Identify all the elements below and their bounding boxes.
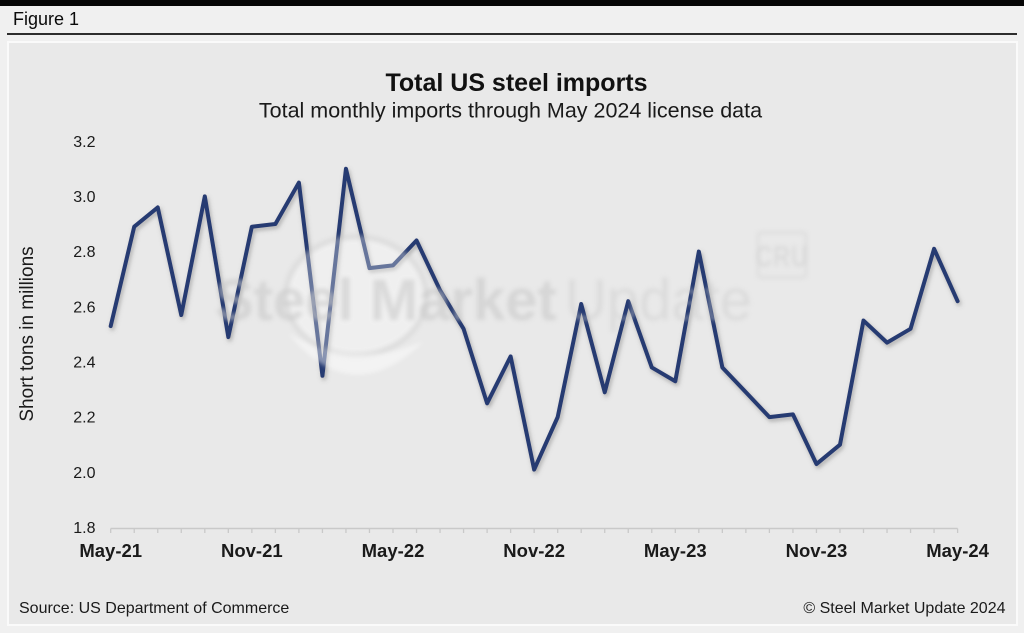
watermark-brand-light: Update — [565, 268, 752, 333]
source-note: Source: US Department of Commerce — [19, 600, 289, 617]
y-tick-label: 2.4 — [73, 355, 95, 372]
x-tick-label: May-21 — [79, 540, 142, 561]
y-axis-tick-labels: 1.8 2.0 2.2 2.4 2.6 2.8 3.0 3.2 — [73, 134, 95, 537]
x-tick-label: Nov-22 — [503, 540, 565, 561]
x-tick-label: Nov-21 — [221, 540, 283, 561]
chart-subtitle: Total monthly imports through May 2024 l… — [259, 99, 762, 123]
y-tick-label: 1.8 — [73, 520, 95, 537]
figure-label: Figure 1 — [13, 8, 80, 29]
header-rule — [7, 32, 1017, 35]
imports-series-line — [108, 166, 960, 472]
x-axis-tick-labels: May-21 Nov-21 May-22 Nov-22 May-23 Nov-23 May-… — [79, 540, 989, 561]
y-tick-label: 2.8 — [73, 244, 95, 261]
y-tick-label: 2.6 — [73, 299, 95, 316]
x-tick-label: Nov-23 — [786, 540, 848, 561]
watermark: Steel Market Update CRU — [215, 231, 808, 375]
y-tick-label: 2.2 — [73, 410, 95, 427]
watermark-brand-bold: Steel Market — [215, 268, 557, 333]
watermark-globe — [283, 234, 429, 358]
x-axis — [110, 527, 959, 533]
x-tick-label: May-24 — [926, 540, 989, 561]
y-tick-label: 2.0 — [73, 465, 95, 482]
copyright-note: © Steel Market Update 2024 — [803, 600, 1005, 617]
y-axis-title: Short tons in millions — [17, 246, 38, 421]
top-black-bar — [0, 0, 1024, 6]
cru-logo-box — [756, 231, 808, 279]
watermark-swoosh — [288, 333, 424, 375]
x-tick-label: May-23 — [644, 540, 707, 561]
y-tick-label: 3.2 — [73, 134, 95, 151]
cru-logo-text: CRU — [755, 240, 808, 273]
chart-title: Total US steel imports — [385, 69, 647, 97]
x-tick-label: May-22 — [362, 540, 425, 561]
y-tick-label: 3.0 — [73, 189, 95, 206]
